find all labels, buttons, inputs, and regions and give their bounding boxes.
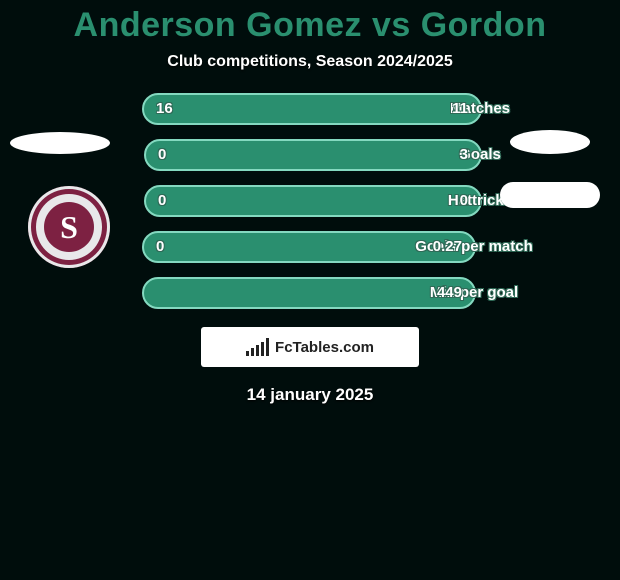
club-badge: S: [28, 186, 110, 268]
right-decor-pill: [500, 182, 600, 208]
left-decor-ellipse: [10, 132, 110, 154]
watermark: FcTables.com: [201, 327, 419, 367]
club-badge-letter: S: [44, 202, 94, 252]
stat-right-value: 449: [437, 279, 462, 307]
stat-right-value: 11: [452, 95, 468, 123]
comparison-card: Anderson Gomez vs Gordon Club competitio…: [0, 6, 620, 580]
stat-right-value: 0: [460, 187, 468, 215]
stat-right-value: 3: [460, 141, 468, 169]
stat-row: 0Goals3: [144, 139, 482, 171]
stat-label: Min per goal: [309, 279, 620, 307]
stat-row: 0Goals per match0.27: [142, 231, 476, 263]
stat-left-value: 0: [158, 187, 166, 215]
right-decor-ellipse: [510, 130, 590, 154]
chart-icon: [246, 338, 269, 356]
stat-left-value: 0: [156, 233, 164, 261]
stat-label: Goals per match: [309, 233, 620, 261]
watermark-text: FcTables.com: [275, 339, 374, 356]
stats-rows: 16Matches11 0Goals3 0Hattricks0 0Goals per …: [70, 93, 550, 309]
date-label: 14 january 2025: [0, 385, 620, 405]
stat-right-value: 0.27: [433, 233, 462, 261]
stat-row: Min per goal449: [142, 277, 476, 309]
stat-row: 16Matches11: [142, 93, 482, 125]
stat-left-value: 0: [158, 141, 166, 169]
page-title: Anderson Gomez vs Gordon: [0, 6, 620, 45]
stat-row: 0Hattricks0: [144, 185, 482, 217]
page-subtitle: Club competitions, Season 2024/2025: [0, 53, 620, 71]
stat-left-value: 16: [156, 95, 173, 123]
